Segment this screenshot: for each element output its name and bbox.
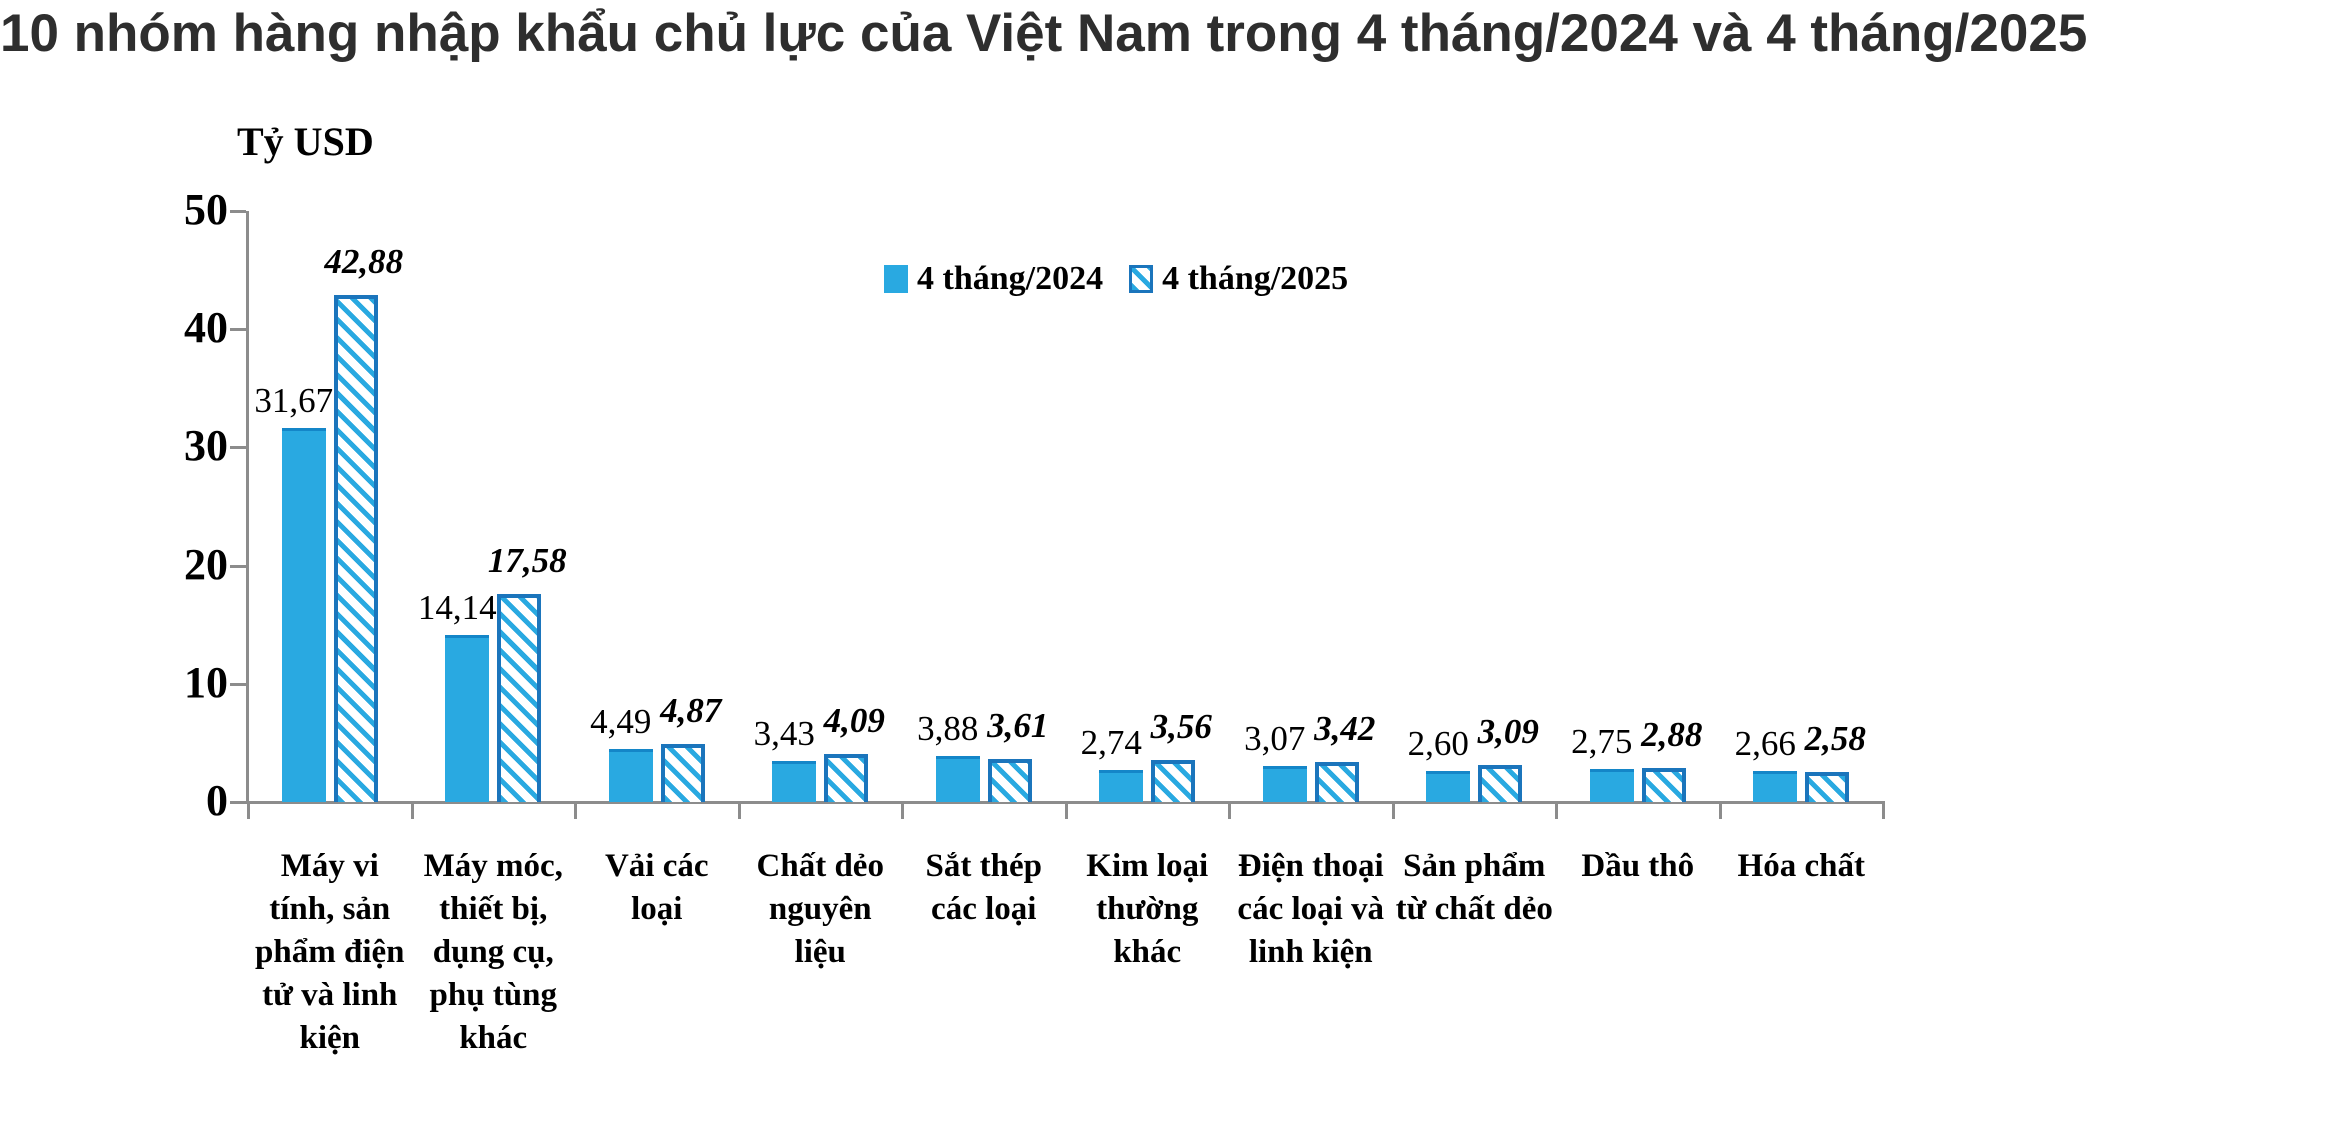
- bar-chart: Tỷ USD 4 tháng/2024 4 tháng/2025 0 10 20 30…: [0, 70, 2342, 1138]
- value-label-2025: 2,58: [1804, 718, 1866, 758]
- value-label-2025: 3,09: [1477, 712, 1539, 752]
- value-label-2025: 3,42: [1314, 708, 1376, 748]
- bar-4thang2025: [333, 295, 378, 802]
- y-tick-label: 0: [206, 776, 228, 825]
- bar-4thang2025: [824, 753, 869, 802]
- category-label: Điện thoại các loại và linh kiện: [1237, 848, 1385, 970]
- bar-4thang2024: [1262, 765, 1307, 802]
- bar-4thang2024: [608, 748, 653, 802]
- y-tick-label: 20: [184, 539, 228, 589]
- y-axis-line: [246, 211, 249, 802]
- y-tick-label: 30: [184, 421, 228, 471]
- chart-legend: 4 tháng/2024 4 tháng/2025: [884, 260, 1348, 298]
- x-tick-mark: [1882, 803, 1885, 819]
- bar-4thang2024: [772, 761, 817, 802]
- value-label-2025: 3,56: [1150, 706, 1212, 746]
- bar-4thang2025: [660, 744, 705, 802]
- legend-item-2025: 4 tháng/2025: [1129, 260, 1348, 298]
- y-tick-mark: [230, 328, 246, 332]
- value-label-2024: 4,49: [590, 701, 652, 741]
- value-label-2025: 2,88: [1641, 714, 1703, 754]
- category-label: Máy vi tính, sản phẩm điện tử và linh ki…: [255, 848, 405, 1056]
- y-tick-mark: [230, 682, 246, 686]
- legend-item-2024: 4 tháng/2024: [884, 260, 1103, 298]
- category-label: Sản phẩm từ chất dẻo: [1395, 848, 1553, 927]
- value-label-2025: 4,87: [660, 691, 722, 731]
- value-label-2024: 3,43: [753, 714, 815, 754]
- y-axis-title: Tỷ USD: [237, 119, 374, 164]
- x-tick-mark: [1555, 803, 1558, 819]
- x-tick-mark: [1391, 803, 1395, 819]
- y-tick-mark: [230, 446, 246, 450]
- category-label: Kim loại thường khác: [1086, 848, 1209, 970]
- legend-label-2024: 4 tháng/2024: [917, 260, 1104, 297]
- category-label: Dầu thô: [1581, 848, 1695, 884]
- bar-4thang2024: [1426, 771, 1471, 802]
- bar-4thang2025: [1805, 771, 1850, 802]
- category-label: Vải các loại: [604, 848, 709, 927]
- y-tick-label: 40: [184, 303, 228, 353]
- category-label: Sắt thép các loại: [925, 848, 1042, 927]
- bar-4thang2025: [987, 759, 1032, 802]
- bar-4thang2025: [1478, 765, 1523, 802]
- category-label: Hóa chất: [1737, 848, 1865, 884]
- bar-4thang2024: [281, 427, 326, 802]
- y-tick-mark: [230, 801, 246, 804]
- value-label-2025: 17,58: [487, 541, 567, 581]
- bar-4thang2025: [1641, 767, 1686, 802]
- y-tick-label: 10: [184, 657, 228, 707]
- value-label-2024: 31,67: [254, 380, 334, 420]
- y-tick-mark: [230, 210, 246, 213]
- x-tick-mark: [901, 803, 904, 819]
- value-label-2025: 4,09: [823, 700, 885, 740]
- bar-4thang2024: [935, 756, 980, 802]
- bar-4thang2025: [1151, 759, 1196, 802]
- legend-swatch-hatched-icon: [1129, 265, 1154, 293]
- value-label-2024: 3,88: [917, 709, 979, 749]
- value-label-2024: 3,07: [1244, 718, 1306, 758]
- x-tick-mark: [247, 803, 250, 819]
- x-tick-mark: [737, 803, 741, 819]
- bar-4thang2025: [1314, 761, 1359, 802]
- value-label-2024: 2,74: [1080, 722, 1142, 762]
- y-tick-label: 50: [184, 185, 228, 234]
- x-tick-mark: [1228, 803, 1231, 819]
- y-tick-mark: [230, 564, 246, 568]
- bar-4thang2024: [445, 634, 490, 802]
- bar-4thang2024: [1753, 770, 1798, 802]
- value-label-2024: 2,60: [1407, 724, 1469, 764]
- value-label-2025: 42,88: [324, 242, 404, 282]
- bar-4thang2024: [1099, 769, 1144, 802]
- chart-title: 10 nhóm hàng nhập khẩu chủ lực của Việt …: [0, 4, 2088, 63]
- value-label-2024: 2,75: [1571, 722, 1633, 762]
- x-axis-line: [246, 801, 1885, 804]
- value-label-2024: 2,66: [1734, 723, 1796, 763]
- category-label: Chất dẻo nguyên liệu: [756, 848, 884, 970]
- bar-4thang2024: [1589, 769, 1634, 802]
- x-tick-mark: [574, 803, 577, 819]
- legend-label-2025: 4 tháng/2025: [1162, 260, 1349, 297]
- value-label-2024: 14,14: [417, 587, 497, 627]
- x-tick-mark: [1064, 803, 1068, 819]
- bar-4thang2025: [497, 594, 542, 802]
- x-tick-mark: [1718, 803, 1722, 819]
- x-tick-mark: [410, 803, 414, 819]
- legend-swatch-solid-icon: [884, 265, 908, 293]
- value-label-2025: 3,61: [987, 706, 1049, 746]
- category-label: Máy móc, thiết bị, dụng cụ, phụ tùng khá…: [423, 848, 563, 1056]
